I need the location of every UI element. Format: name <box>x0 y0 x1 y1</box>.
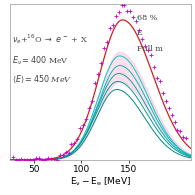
Text: $\nu_e$+$^{16}$O $\rightarrow$ $e^-$ + X: $\nu_e$+$^{16}$O $\rightarrow$ $e^-$ + X <box>12 33 87 46</box>
Text: $\langle E \rangle = 450$ MeV: $\langle E \rangle = 450$ MeV <box>12 74 72 85</box>
Text: 68 %: 68 % <box>137 13 157 21</box>
Text: $E_\nu = 400$ MeV: $E_\nu = 400$ MeV <box>12 54 68 67</box>
Text: Full m: Full m <box>137 45 163 53</box>
X-axis label: $\mathrm{E_\nu - E_e}$ [MeV]: $\mathrm{E_\nu - E_e}$ [MeV] <box>70 175 131 188</box>
Text: E: E <box>137 29 142 37</box>
